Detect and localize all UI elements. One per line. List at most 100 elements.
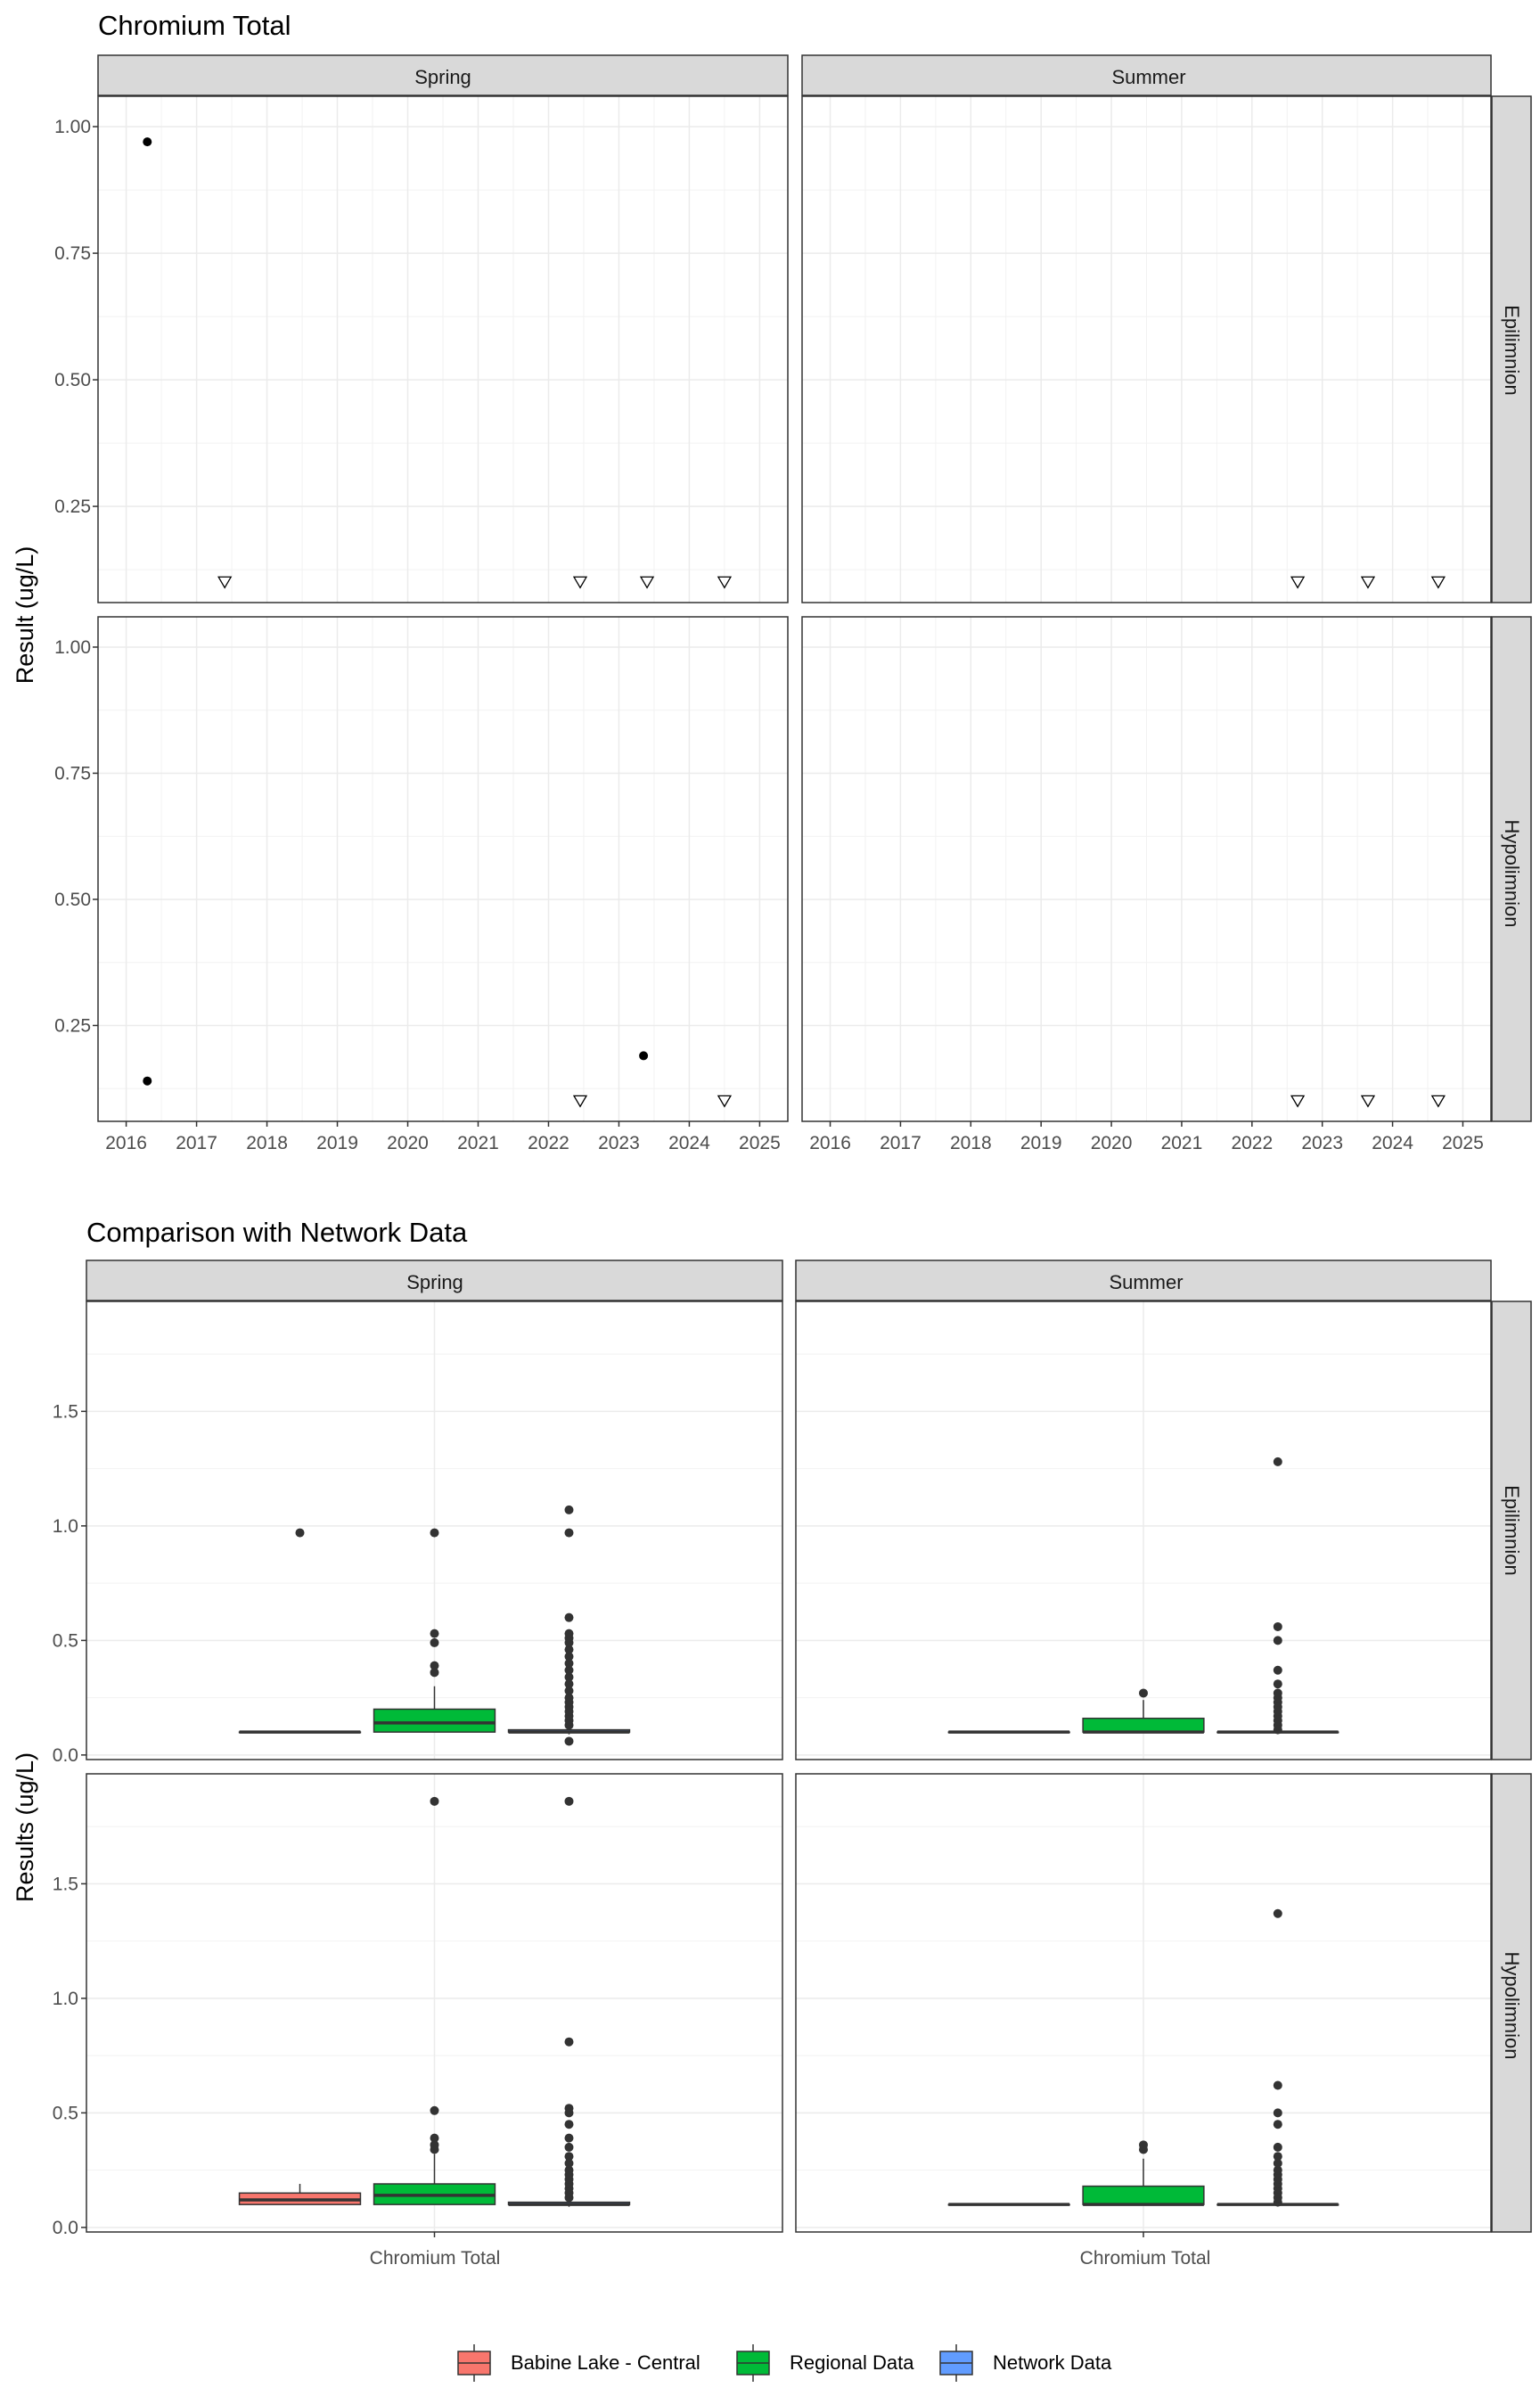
plot2-outlier-point: [564, 2133, 574, 2143]
plot2-panel-hypolimnion-spring: [86, 1773, 783, 2233]
plot2-outlier-point: [1273, 2142, 1282, 2152]
plot1-x-tick-label: 2025: [1442, 1133, 1484, 1153]
plot2-outlier-point: [1273, 1456, 1282, 1466]
plot1-y-tick-label: 0.25: [54, 1015, 91, 1036]
plot1-x-tick-label: 2018: [246, 1133, 288, 1153]
plot2-outlier-point: [1273, 1688, 1282, 1698]
plot2-strip-bg-1: [795, 1260, 1492, 1301]
plot2-outlier-point: [564, 1672, 574, 1682]
plot2-panel-epilimnion-spring: [86, 1301, 783, 1760]
legend-key-babine-lake-central: [457, 2344, 491, 2382]
plot2-outlier-point: [564, 1528, 574, 1538]
plot2-outlier-point: [1273, 2080, 1282, 2090]
plot2-strip-summer: Summer: [1109, 1271, 1183, 1293]
plot1-x-tick-label: 2018: [950, 1133, 992, 1153]
plot1-y-tick-label: 1.00: [54, 637, 91, 658]
plot2-box-network-data: [507, 1505, 631, 1746]
legend-key-regional-data: [736, 2344, 770, 2382]
plot1-x-tick-label: 2021: [1161, 1133, 1203, 1153]
plot1-panel-epilimnion-summer: [801, 95, 1492, 603]
plot2-y-tick-label: 0.5: [53, 1630, 78, 1651]
plot2-outlier-point: [430, 1629, 439, 1638]
plot1-x-tick-label: 2020: [1091, 1133, 1133, 1153]
plot2-y-tick-label: 1.5: [53, 1401, 78, 1422]
plot2-outlier-point: [1273, 1908, 1282, 1918]
plot1-point-below-detection: [717, 576, 733, 589]
plot1-strip-bg-1: [801, 54, 1492, 96]
plot2-panel-hypolimnion-summer: [795, 1773, 1492, 2233]
plot1-panel-border: [801, 95, 1492, 603]
plot2-outlier-point: [1273, 1679, 1282, 1689]
plot2-outlier-point: [564, 1693, 574, 1703]
plot2-panel-epilimnion-summer: [795, 1301, 1492, 1760]
plot1-strip-summer: Summer: [1111, 66, 1185, 88]
plot2-y-axis-title: Results (ug/L): [12, 1752, 38, 1902]
plot1-panel-border: [97, 95, 789, 603]
plot2-y-tick-label: 1.0: [53, 1516, 78, 1537]
plot2-outlier-point: [295, 1528, 305, 1538]
plot2-outlier-point: [564, 1652, 574, 1662]
plot2-outlier-point: [564, 1686, 574, 1695]
plot2-outlier-point: [1273, 2108, 1282, 2118]
plot1-row-strip-bg-0: [1491, 95, 1532, 603]
plot2-outlier-point: [564, 1659, 574, 1669]
plot1-x-tick-label: 2016: [809, 1133, 851, 1153]
plot1-panel-epilimnion-spring: [97, 95, 789, 603]
plot2-outlier-point: [430, 2140, 439, 2150]
plot1-y-tick-label: 0.50: [54, 370, 91, 390]
plot1-point-below-detection: [1430, 576, 1446, 589]
plot2-y-tick-label: 0.5: [53, 2103, 78, 2123]
plot2-outlier-point: [564, 1612, 574, 1622]
plot2-outlier-point: [430, 1796, 439, 1806]
legend-label-regional: Regional Data: [790, 2351, 914, 2374]
plot2-strip-hypolimnion: Hypolimnion: [1501, 1951, 1523, 2059]
plot1-point-below-detection: [572, 1095, 588, 1108]
plot2-outlier-point: [1139, 1688, 1148, 1698]
plot2-outlier-point: [564, 2152, 574, 2162]
plot1-y-axis-title: Result (ug/L): [12, 546, 38, 685]
plot1-point-below-detection: [639, 576, 655, 589]
plot2-outlier-point: [1273, 1621, 1282, 1631]
plot1-panel-hypolimnion-spring: [97, 616, 789, 1122]
plot2-outlier-point: [1273, 2152, 1282, 2162]
legend-label-network: Network Data: [993, 2351, 1112, 2374]
plot2-outlier-point: [1273, 1665, 1282, 1675]
plot1-panel-border: [97, 616, 789, 1122]
plot1-x-tick-label: 2016: [105, 1133, 147, 1153]
plot1-point-below-detection: [1360, 576, 1376, 589]
plot1-point-detected: [639, 1051, 649, 1061]
plot1-strip-bg-0: [97, 54, 789, 96]
plot1-strip-hypolimnion: Hypolimnion: [1501, 819, 1523, 927]
legend-label-babine: Babine Lake - Central: [511, 2351, 700, 2374]
plot1-x-tick-label: 2024: [668, 1133, 710, 1153]
plot1-x-tick-label: 2021: [457, 1133, 499, 1153]
plot2-outlier-point: [564, 2104, 574, 2113]
legend-key-network-data: [939, 2344, 973, 2382]
plot2-outlier-point: [564, 2037, 574, 2047]
plot2-box-network-data: [1216, 1456, 1339, 1735]
plot1-point-below-detection: [1430, 1095, 1446, 1108]
plot2-outlier-point: [1273, 2165, 1282, 2175]
plot2-outlier-point: [430, 1637, 439, 1647]
plot1-x-tick-label: 2017: [880, 1133, 922, 1153]
plot1-point-detected: [143, 1076, 152, 1086]
plot2-outlier-point: [1273, 2158, 1282, 2168]
plot2-box-network-data: [507, 1796, 631, 2207]
plot1-y-tick-label: 0.25: [54, 496, 91, 517]
plot1-row-strip-bg-1: [1491, 616, 1532, 1122]
plot2-outlier-point: [564, 1796, 574, 1806]
plot2-box-regional-data: [1082, 1688, 1205, 1734]
plot1-panel-hypolimnion-summer: [801, 616, 1492, 1122]
plot2-row-strip-bg-0: [1491, 1301, 1532, 1760]
plot2-box-regional-data: [373, 1796, 496, 2205]
plot2-outlier-point: [564, 1645, 574, 1654]
plot2-outlier-point: [564, 2158, 574, 2168]
plot2-outlier-point: [564, 1505, 574, 1514]
plot1-x-tick-label: 2024: [1372, 1133, 1413, 1153]
plot1-point-below-detection: [1360, 1095, 1376, 1108]
plot2-outlier-point: [1273, 1636, 1282, 1645]
plot2-outlier-point: [564, 2142, 574, 2152]
plot1-title: Chromium Total: [98, 10, 291, 41]
plot2-row-strip-bg-1: [1491, 1773, 1532, 2233]
